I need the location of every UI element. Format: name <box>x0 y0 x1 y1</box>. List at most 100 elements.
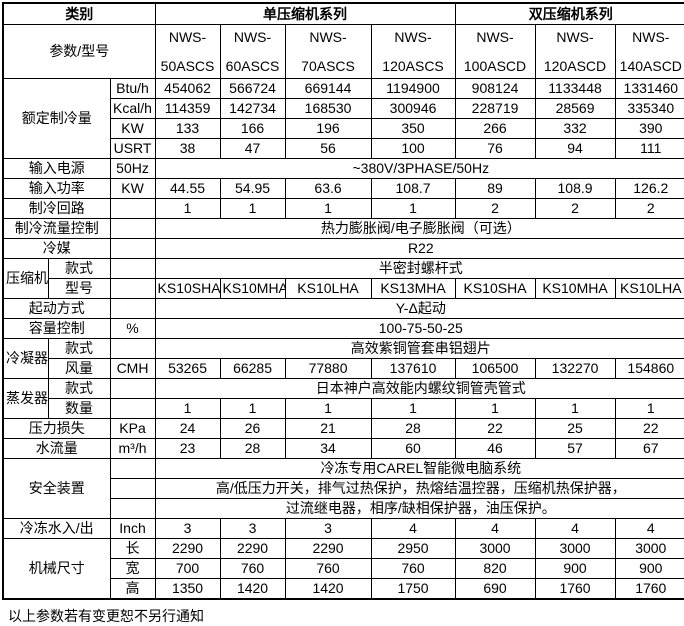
value-cell: 114359 <box>154 98 221 119</box>
pressure-loss-label: 压力损失 <box>2 418 111 439</box>
capacity-label: 额定制冷量 <box>2 78 111 159</box>
unit-cell: KW <box>109 118 156 139</box>
model-cell: NWS- 120ASCD <box>534 24 616 79</box>
row-safety-2: 高/低压力开关，排气过热保护，热熔结温控器，压缩机热保护器， <box>3 478 684 499</box>
value-cell: 4 <box>534 518 616 539</box>
value-cell: 2 <box>534 198 616 219</box>
value-cell: 3 <box>219 518 286 539</box>
value-cell: 300946 <box>370 98 456 119</box>
value-cell: 21 <box>284 418 372 439</box>
value-cell: KS10SHA <box>154 278 221 299</box>
row-evaporator-qty: 数量 1 1 1 1 1 1 1 <box>3 398 684 419</box>
model-cell: NWS- 100ASCD <box>454 24 536 79</box>
value-cell: 335340 <box>614 98 684 119</box>
value-cell: 2 <box>614 198 684 219</box>
value-cell: 108.7 <box>370 178 456 199</box>
unit-cell: 长 <box>109 538 156 559</box>
value-cell: 94 <box>534 138 616 159</box>
value-cell: 24 <box>154 418 221 439</box>
row-pressure-loss: 压力损失 KPa 24 26 21 28 22 25 22 <box>2 418 684 439</box>
unit-cell: Btu/h <box>109 78 156 99</box>
row-power-supply: 输入电源 50Hz ~380V/3PHASE/50Hz <box>2 158 684 179</box>
value-cell: 137610 <box>370 358 456 379</box>
value-cell: 820 <box>454 558 536 579</box>
power-supply-label: 输入电源 <box>2 158 111 179</box>
row-starting: 起动方式 Y-Δ起动 <box>2 298 684 319</box>
value-cell: 28 <box>219 438 286 459</box>
model-prefix: NWS- <box>556 29 594 45</box>
value-cell: 1 <box>614 398 684 419</box>
value-cell: 3 <box>284 518 372 539</box>
value-cell: 89 <box>454 178 536 199</box>
value-cell: 1 <box>154 398 221 419</box>
value-cell: 25 <box>534 418 616 439</box>
value-cell: 900 <box>614 558 684 579</box>
unit-cell: Inch <box>109 518 156 539</box>
row-input-power: 输入功率 KW 44.55 54.95 63.6 108.7 89 108.9 … <box>2 178 684 199</box>
model-prefix: NWS- <box>476 29 514 45</box>
value-cell: 1331460 <box>614 78 684 99</box>
unit-cell <box>109 238 156 259</box>
value-cell: 67 <box>614 438 684 459</box>
value-cell: 3000 <box>454 538 536 559</box>
footer-note: 以上参数若有变更恕不另行通知 <box>8 608 204 624</box>
power-supply-value: ~380V/3PHASE/50Hz <box>154 158 684 179</box>
evaporator-qty-label: 数量 <box>47 398 111 419</box>
row-dimension-length: 机械尺寸 长 2290 2290 2290 2950 3000 3000 300… <box>2 538 684 600</box>
refrigerant-label: 冷媒 <box>2 238 111 259</box>
model-name: 50ASCS <box>160 57 215 74</box>
unit-cell <box>109 218 156 239</box>
row-circuits: 制冷回路 1 1 1 1 2 2 2 <box>2 198 684 219</box>
row-compressor-style: 压缩机 款式 半密封螺杆式 <box>2 258 684 299</box>
single-series-header: 单压缩机系列 <box>154 2 456 25</box>
value-cell: 34 <box>284 438 372 459</box>
value-cell: 900 <box>534 558 616 579</box>
refrigerant-value: R22 <box>154 238 684 259</box>
value-cell: 266 <box>454 118 536 139</box>
compressor-model-label: 型号 <box>47 278 111 299</box>
row-capacity-usrt: USRT 38 47 56 100 76 94 111 <box>3 138 684 159</box>
unit-cell <box>109 478 156 499</box>
unit-cell <box>109 378 156 399</box>
value-cell: 2 <box>454 198 536 219</box>
compressor-label: 压缩机 <box>2 258 49 299</box>
unit-cell: USRT <box>109 138 156 159</box>
value-cell: 154860 <box>614 358 684 379</box>
model-prefix: NWS- <box>394 29 432 45</box>
input-power-label: 输入功率 <box>2 178 111 199</box>
compressor-style-label: 款式 <box>47 258 111 279</box>
model-name: 70ASCS <box>301 57 355 74</box>
value-cell: 454062 <box>154 78 221 99</box>
circuits-label: 制冷回路 <box>2 198 111 219</box>
row-water-flow: 水流量 m³/h 23 28 34 60 46 57 67 <box>2 438 684 459</box>
value-cell: 28569 <box>534 98 616 119</box>
value-cell: 4 <box>614 518 684 539</box>
unit-cell: 高 <box>109 578 156 600</box>
safety-line: 高/低压力开关，排气过热保护，热熔结温控器，压缩机热保护器， <box>154 478 684 499</box>
value-cell: 760 <box>219 558 286 579</box>
unit-cell <box>109 338 156 359</box>
row-dimension-width: 宽 700 760 760 760 820 900 900 <box>3 558 684 579</box>
value-cell: 76 <box>454 138 536 159</box>
value-cell: 126.2 <box>614 178 684 199</box>
unit-cell: CMH <box>109 358 156 379</box>
value-cell: 1 <box>370 398 456 419</box>
row-condenser-style: 冷凝器 款式 高效紫铜管套串铝翅片 <box>2 338 684 379</box>
value-cell: 28 <box>370 418 456 439</box>
value-cell: 166 <box>219 118 286 139</box>
value-cell: KS10SHA <box>454 278 536 299</box>
value-cell: 132270 <box>534 358 616 379</box>
value-cell: 26 <box>219 418 286 439</box>
value-cell: 1 <box>284 198 372 219</box>
value-cell: 1 <box>370 198 456 219</box>
safety-line: 冷冻专用CAREL智能微电脑系统 <box>154 458 684 479</box>
unit-cell: KW <box>109 178 156 199</box>
model-name: 100ASCD <box>463 57 527 74</box>
value-cell: 100 <box>370 138 456 159</box>
value-cell: 4 <box>454 518 536 539</box>
model-name: 140ASCD <box>619 57 682 74</box>
row-capacity-btu: 额定制冷量 Btu/h 454062 566724 669144 1194900… <box>2 78 684 159</box>
flow-control-label: 制冷流量控制 <box>2 218 111 239</box>
model-prefix: NWS- <box>233 29 272 45</box>
value-cell: KS10MHA <box>534 278 616 299</box>
